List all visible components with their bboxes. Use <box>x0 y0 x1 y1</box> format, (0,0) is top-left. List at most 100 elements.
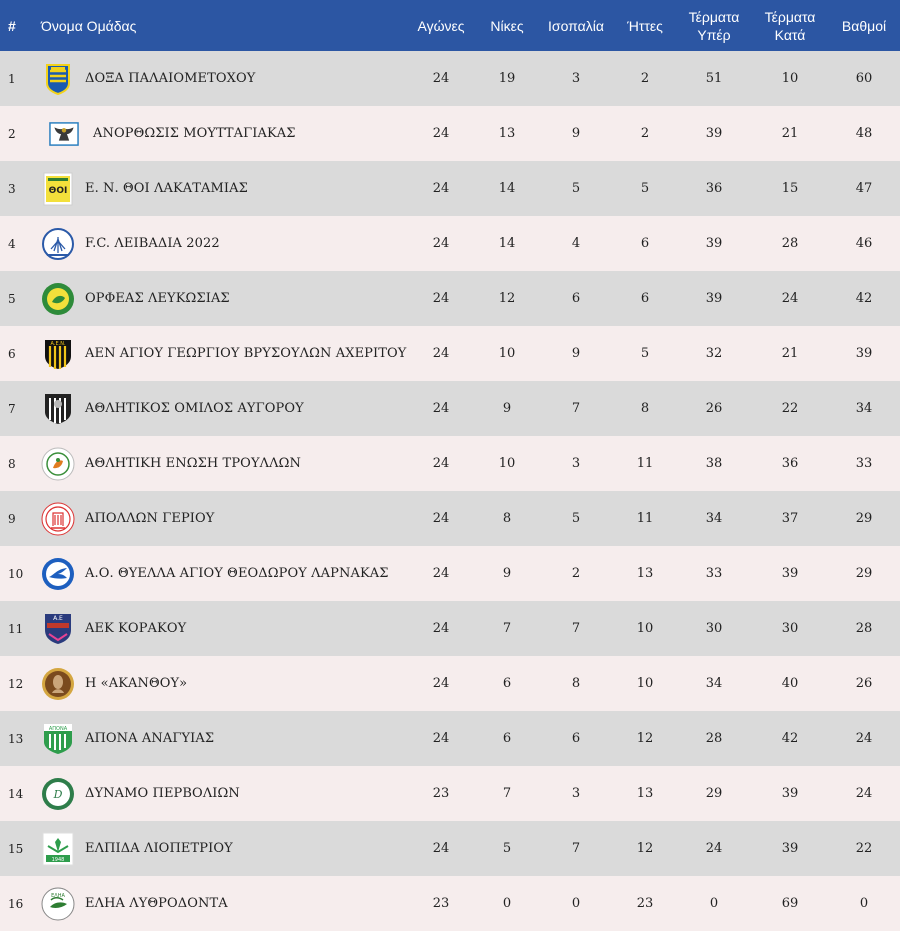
team-name[interactable]: ΕΛΗΑ ΛΥΘΡΟΔΟΝΤΑ <box>85 896 228 911</box>
points-cell: 42 <box>855 291 873 306</box>
losses-cell: 13 <box>636 566 654 581</box>
team-cell[interactable]: D ΔΥΝΑΜΟ ΠΕΡΒΟΛΙΩΝ <box>41 766 406 821</box>
played-cell: 24 <box>432 731 450 746</box>
team-name[interactable]: ΑΕΚ ΚΟΡΑΚΟΥ <box>85 621 187 636</box>
header-points[interactable]: Βαθμοί <box>841 17 887 34</box>
team-cell[interactable]: ΘΟΙ Ε. Ν. ΘΟΙ ΛΑΚΑΤΑΜΙΑΣ <box>41 161 406 216</box>
team-cell[interactable]: ΑΠΟΝΑ ΑΠΟΝΑ ΑΝΑΓΥΙΑΣ <box>41 711 406 766</box>
table-row[interactable]: 16 ΕΛΗΑ ΕΛΗΑ ΛΥΘΡΟΔΟΝΤΑ 23 0 0 23 0 69 0 <box>0 876 900 931</box>
team-cell[interactable]: F.C. ΛΕΙΒΑΔΙΑ 2022 <box>41 216 406 271</box>
team-cell[interactable]: ΔΟΞΑ ΠΑΛΑΙΟΜΕΤΟΧΟΥ <box>41 51 406 106</box>
team-cell[interactable]: ΑΘΛΗΤΙΚΟΣ ΟΜΙΛΟΣ ΑΥΓΟΡΟΥ <box>41 381 406 436</box>
table-row[interactable]: 12 Η «ΑΚΑΝΘΟΥ» 24 6 8 10 34 40 26 <box>0 656 900 711</box>
table-row[interactable]: 7 ΑΘΛΗΤΙΚΟΣ ΟΜΙΛΟΣ ΑΥΓΟΡΟΥ 24 9 7 8 26 22 34 <box>0 381 900 436</box>
goals-for-cell: 34 <box>705 676 723 691</box>
team-name[interactable]: ΑΝΟΡΘΩΣΙΣ ΜΟΥΤΤΑΓΙΑΚΑΣ <box>93 126 296 141</box>
avgorou-crest-icon <box>41 392 75 426</box>
team-name[interactable]: ΑΠΟΛΛΩΝ ΓΕΡΙΟΥ <box>85 511 215 526</box>
position-cell: 5 <box>8 291 16 306</box>
table-row[interactable]: 15 1948 ΕΛΠΙΔΑ ΛΙΟΠΕΤΡΙΟΥ 24 5 7 12 24 39 22 <box>0 821 900 876</box>
team-cell[interactable]: A.E ΑΕΚ ΚΟΡΑΚΟΥ <box>41 601 406 656</box>
team-cell[interactable]: ΟΡΦΕΑΣ ΛΕΥΚΩΣΙΑΣ <box>41 271 406 326</box>
played-cell: 24 <box>432 71 450 86</box>
team-name[interactable]: F.C. ΛΕΙΒΑΔΙΑ 2022 <box>85 236 220 251</box>
elpida-crest-icon: 1948 <box>41 832 75 866</box>
team-name[interactable]: Ε. Ν. ΘΟΙ ΛΑΚΑΤΑΜΙΑΣ <box>85 181 248 196</box>
losses-cell: 2 <box>640 126 650 141</box>
team-cell[interactable]: ΑΠΟΛΛΩΝ ΓΕΡΙΟΥ <box>41 491 406 546</box>
table-row[interactable]: 2 ΑΝΟΡΘΩΣΙΣ ΜΟΥΤΤΑΓΙΑΚΑΣ 24 13 9 2 39 21 48 <box>0 106 900 161</box>
goals-against-cell: 40 <box>781 676 799 691</box>
position-cell: 3 <box>8 181 16 196</box>
team-name[interactable]: ΑΠΟΝΑ ΑΝΑΓΥΙΑΣ <box>85 731 215 746</box>
losses-cell: 10 <box>636 676 654 691</box>
losses-cell: 8 <box>640 401 650 416</box>
team-cell[interactable]: ΑΝΟΡΘΩΣΙΣ ΜΟΥΤΤΑΓΙΑΚΑΣ <box>41 106 406 161</box>
goals-against-cell: 36 <box>781 456 799 471</box>
header-losses[interactable]: Ήττες <box>627 17 663 34</box>
wins-cell: 19 <box>498 71 516 86</box>
team-name[interactable]: Α.Ο. ΘΥΕΛΛΑ ΑΓΙΟΥ ΘΕΟΔΩΡΟΥ ΛΑΡΝΑΚΑΣ <box>85 566 389 581</box>
header-team-name[interactable]: Όνομα Ομάδας <box>41 17 137 34</box>
wins-cell: 9 <box>502 566 512 581</box>
table-row[interactable]: 5 ΟΡΦΕΑΣ ΛΕΥΚΩΣΙΑΣ 24 12 6 6 39 24 42 <box>0 271 900 326</box>
table-row[interactable]: 4 F.C. ΛΕΙΒΑΔΙΑ 2022 24 14 4 6 39 28 46 <box>0 216 900 271</box>
header-position[interactable]: # <box>8 17 16 34</box>
table-row[interactable]: 11 A.E ΑΕΚ ΚΟΡΑΚΟΥ 24 7 7 10 30 30 28 <box>0 601 900 656</box>
position-cell: 8 <box>8 456 16 471</box>
aek-crest-icon: A.E <box>41 612 75 646</box>
goals-for-cell: 28 <box>705 731 723 746</box>
played-cell: 24 <box>432 566 450 581</box>
wins-cell: 0 <box>502 896 512 911</box>
header-goals-for[interactable]: Τέρματα Υπέρ <box>676 0 752 51</box>
goals-against-cell: 39 <box>781 841 799 856</box>
team-name[interactable]: ΕΛΠΙΔΑ ΛΙΟΠΕΤΡΙΟΥ <box>85 841 233 856</box>
team-cell[interactable]: Α.Ο. ΘΥΕΛΛΑ ΑΓΙΟΥ ΘΕΟΔΩΡΟΥ ΛΑΡΝΑΚΑΣ <box>41 546 406 601</box>
svg-text:ΕΛΗΑ: ΕΛΗΑ <box>51 893 65 899</box>
team-name[interactable]: Η «ΑΚΑΝΘΟΥ» <box>85 676 188 691</box>
header-goals-against[interactable]: Τέρματα Κατά <box>752 0 828 51</box>
eagle-crest-icon <box>41 117 87 151</box>
losses-cell: 12 <box>636 841 654 856</box>
played-cell: 24 <box>432 676 450 691</box>
table-row[interactable]: 14 D ΔΥΝΑΜΟ ΠΕΡΒΟΛΙΩΝ 23 7 3 13 29 39 24 <box>0 766 900 821</box>
goals-for-cell: 39 <box>705 291 723 306</box>
table-row[interactable]: 1 ΔΟΞΑ ΠΑΛΑΙΟΜΕΤΟΧΟΥ 24 19 3 2 51 10 60 <box>0 51 900 106</box>
orfeas-crest-icon <box>41 282 75 316</box>
points-cell: 33 <box>855 456 873 471</box>
table-header-row: # Όνομα Ομάδας Αγώνες Νίκες Ισοπαλία Ήττ… <box>0 0 900 51</box>
draws-cell: 7 <box>571 621 581 636</box>
header-wins[interactable]: Νίκες <box>490 17 524 34</box>
table-row[interactable]: 3 ΘΟΙ Ε. Ν. ΘΟΙ ΛΑΚΑΤΑΜΙΑΣ 24 14 5 5 36 15 47 <box>0 161 900 216</box>
team-name[interactable]: ΑΘΛΗΤΙΚΗ ΕΝΩΣΗ ΤΡΟΥΛΛΩΝ <box>85 456 301 471</box>
goals-against-cell: 10 <box>781 71 799 86</box>
team-cell[interactable]: Α.Ε.Ν. ΑΕΝ ΑΓΙΟΥ ΓΕΩΡΓΙΟΥ ΒΡΥΣΟΥΛΩΝ ΑΧΕΡΙ… <box>41 326 406 381</box>
table-row[interactable]: 6 Α.Ε.Ν. ΑΕΝ ΑΓΙΟΥ ΓΕΩΡΓΙΟΥ ΒΡΥΣΟΥΛΩΝ ΑΧΕΡ… <box>0 326 900 381</box>
table-row[interactable]: 8 ΑΘΛΗΤΙΚΗ ΕΝΩΣΗ ΤΡΟΥΛΛΩΝ 24 10 3 11 38 36 33 <box>0 436 900 491</box>
header-draws[interactable]: Ισοπαλία <box>548 17 604 34</box>
draws-cell: 7 <box>571 401 581 416</box>
played-cell: 24 <box>432 291 450 306</box>
team-cell[interactable]: ΕΛΗΑ ΕΛΗΑ ΛΥΘΡΟΔΟΝΤΑ <box>41 876 406 931</box>
team-cell[interactable]: Η «ΑΚΑΝΘΟΥ» <box>41 656 406 711</box>
team-name[interactable]: ΑΘΛΗΤΙΚΟΣ ΟΜΙΛΟΣ ΑΥΓΟΡΟΥ <box>85 401 304 416</box>
draws-cell: 9 <box>571 346 581 361</box>
table-row[interactable]: 10 Α.Ο. ΘΥΕΛΛΑ ΑΓΙΟΥ ΘΕΟΔΩΡΟΥ ΛΑΡΝΑΚΑΣ 24 9… <box>0 546 900 601</box>
team-name[interactable]: ΔΟΞΑ ΠΑΛΑΙΟΜΕΤΟΧΟΥ <box>85 71 256 86</box>
goals-against-cell: 21 <box>781 346 799 361</box>
position-cell: 13 <box>8 731 24 746</box>
header-played[interactable]: Αγώνες <box>417 17 465 34</box>
aen-crest-icon: Α.Ε.Ν. <box>41 337 75 371</box>
team-name[interactable]: ΟΡΦΕΑΣ ΛΕΥΚΩΣΙΑΣ <box>85 291 230 306</box>
position-cell: 12 <box>8 676 24 691</box>
team-name[interactable]: ΑΕΝ ΑΓΙΟΥ ΓΕΩΡΓΙΟΥ ΒΡΥΣΟΥΛΩΝ ΑΧΕΡΙΤΟΥ <box>85 346 407 361</box>
draws-cell: 7 <box>571 841 581 856</box>
thoi-crest-icon: ΘΟΙ <box>41 172 75 206</box>
table-row[interactable]: 13 ΑΠΟΝΑ ΑΠΟΝΑ ΑΝΑΓΥΙΑΣ 24 6 6 12 28 42 24 <box>0 711 900 766</box>
losses-cell: 11 <box>636 511 654 526</box>
table-body: 1 ΔΟΞΑ ΠΑΛΑΙΟΜΕΤΟΧΟΥ 24 19 3 2 51 10 60 2 ΑΝΟΡΘΩΣΙ… <box>0 51 900 931</box>
table-row[interactable]: 9 ΑΠΟΛΛΩΝ ΓΕΡΙΟΥ 24 8 5 11 34 37 29 <box>0 491 900 546</box>
team-cell[interactable]: 1948 ΕΛΠΙΔΑ ΛΙΟΠΕΤΡΙΟΥ <box>41 821 406 876</box>
team-name[interactable]: ΔΥΝΑΜΟ ΠΕΡΒΟΛΙΩΝ <box>85 786 240 801</box>
team-cell[interactable]: ΑΘΛΗΤΙΚΗ ΕΝΩΣΗ ΤΡΟΥΛΛΩΝ <box>41 436 406 491</box>
